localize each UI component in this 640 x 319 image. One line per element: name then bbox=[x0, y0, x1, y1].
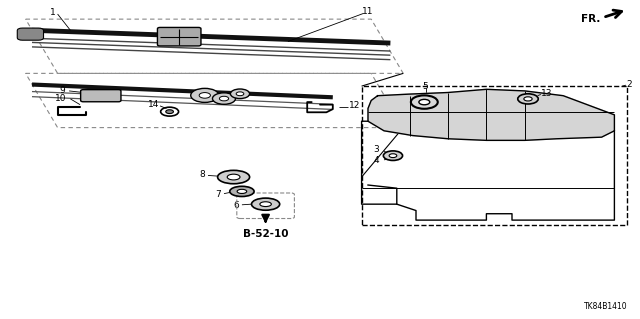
FancyBboxPatch shape bbox=[157, 27, 201, 46]
Circle shape bbox=[191, 88, 219, 102]
Ellipse shape bbox=[230, 186, 254, 197]
FancyBboxPatch shape bbox=[81, 90, 121, 102]
Ellipse shape bbox=[237, 189, 247, 193]
Ellipse shape bbox=[260, 202, 271, 207]
Ellipse shape bbox=[227, 174, 240, 180]
Text: 7: 7 bbox=[215, 190, 221, 199]
Ellipse shape bbox=[524, 97, 532, 101]
Text: 11: 11 bbox=[362, 7, 374, 16]
Text: 10: 10 bbox=[55, 94, 67, 103]
Ellipse shape bbox=[383, 151, 403, 160]
Ellipse shape bbox=[218, 170, 250, 184]
Polygon shape bbox=[368, 89, 614, 140]
Text: 8: 8 bbox=[199, 170, 205, 179]
Circle shape bbox=[220, 96, 228, 101]
Text: 9: 9 bbox=[60, 86, 65, 95]
Text: 4: 4 bbox=[374, 156, 380, 165]
Text: 6: 6 bbox=[233, 201, 239, 210]
Circle shape bbox=[230, 89, 250, 99]
Text: 14: 14 bbox=[148, 100, 159, 109]
Ellipse shape bbox=[411, 95, 438, 109]
Text: 12: 12 bbox=[349, 101, 360, 110]
Text: 13: 13 bbox=[541, 89, 552, 98]
FancyBboxPatch shape bbox=[17, 28, 44, 40]
Ellipse shape bbox=[252, 198, 280, 210]
Circle shape bbox=[212, 93, 236, 104]
Text: 3: 3 bbox=[374, 145, 380, 154]
Text: B-52-10: B-52-10 bbox=[243, 228, 289, 239]
Text: 1: 1 bbox=[50, 8, 55, 17]
Text: 2: 2 bbox=[626, 80, 632, 89]
Text: TK84B1410: TK84B1410 bbox=[584, 302, 627, 311]
Text: FR.: FR. bbox=[581, 14, 600, 24]
Circle shape bbox=[166, 110, 173, 114]
Circle shape bbox=[236, 92, 244, 96]
Ellipse shape bbox=[419, 100, 430, 105]
Bar bbox=[362, 86, 627, 225]
Circle shape bbox=[199, 93, 211, 98]
Ellipse shape bbox=[389, 154, 397, 158]
Ellipse shape bbox=[518, 94, 538, 104]
Text: 5: 5 bbox=[423, 82, 428, 91]
